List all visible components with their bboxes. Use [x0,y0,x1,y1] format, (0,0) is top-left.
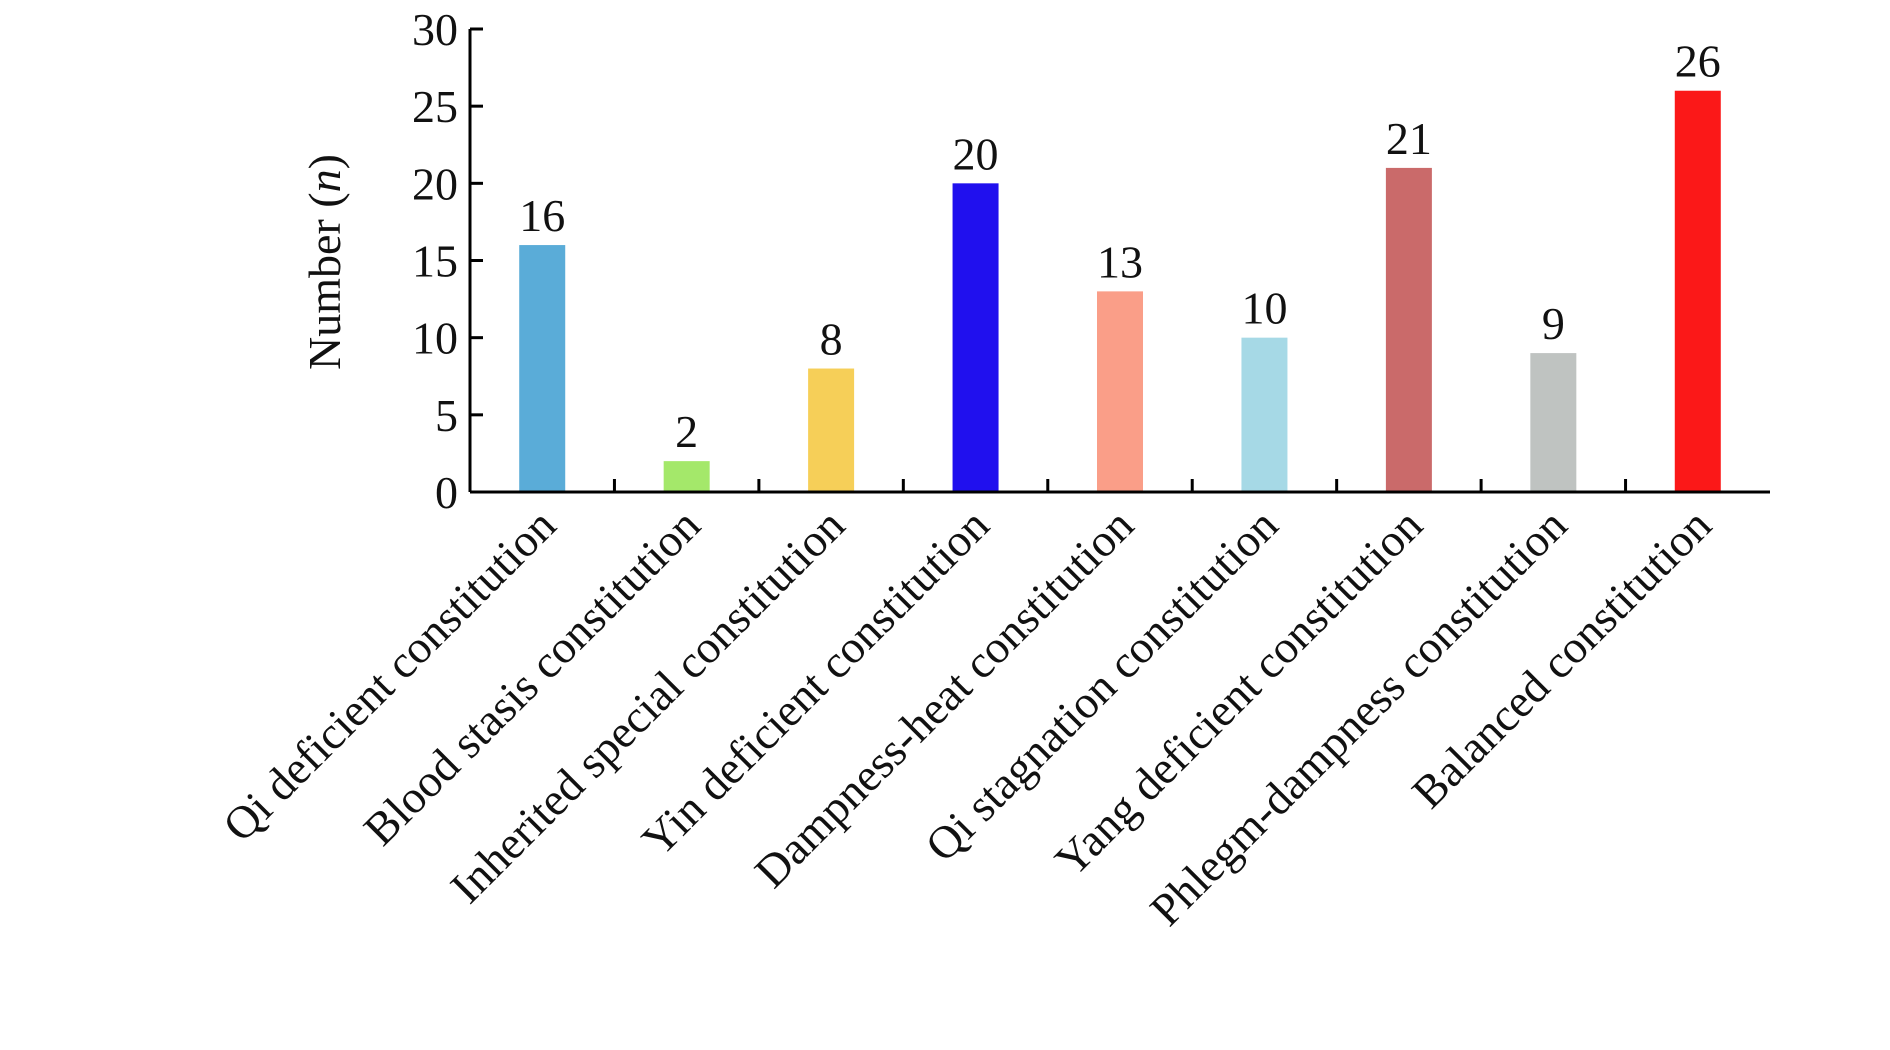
y-tick-label-30: 30 [412,4,458,55]
y-axis-label-text: Number (n) [299,154,350,370]
bar-2 [663,461,710,492]
data-label-9: 26 [1675,36,1721,87]
bar-4 [952,183,999,493]
bar-1 [519,245,566,492]
y-tick-label-25: 25 [412,81,458,132]
y-axis-label-suffix: ) [299,154,350,169]
bars-group [519,90,1721,493]
data-label-1: 16 [519,190,565,241]
y-tick-label-5: 5 [435,390,458,441]
y-axis-label-variable: n [299,169,350,192]
bar-9 [1674,90,1721,492]
y-tick-label-20: 20 [412,158,458,209]
data-label-6: 10 [1241,283,1287,334]
bar-5 [1097,291,1143,492]
data-label-7: 21 [1386,113,1432,164]
data-label-8: 9 [1542,298,1565,349]
data-labels-group: 16 2 8 20 13 10 21 9 26 [519,36,1721,457]
y-axis-label: Number (n) [299,154,350,370]
y-axis-label-prefix: Number ( [299,192,350,370]
data-label-4: 20 [953,128,999,179]
bar-7 [1385,167,1432,492]
bar-8 [1530,353,1577,492]
data-label-2: 2 [675,406,698,457]
bar-3 [808,368,855,492]
axes-group [468,27,1770,494]
data-label-3: 8 [820,314,843,365]
bar-6 [1241,337,1288,492]
data-label-5: 13 [1097,236,1143,287]
y-tick-label-0: 0 [435,467,458,518]
y-tick-label-15: 15 [412,236,458,287]
y-tick-label-10: 10 [412,313,458,364]
y-tick-labels-group: 0 5 10 15 20 25 30 [412,4,458,518]
